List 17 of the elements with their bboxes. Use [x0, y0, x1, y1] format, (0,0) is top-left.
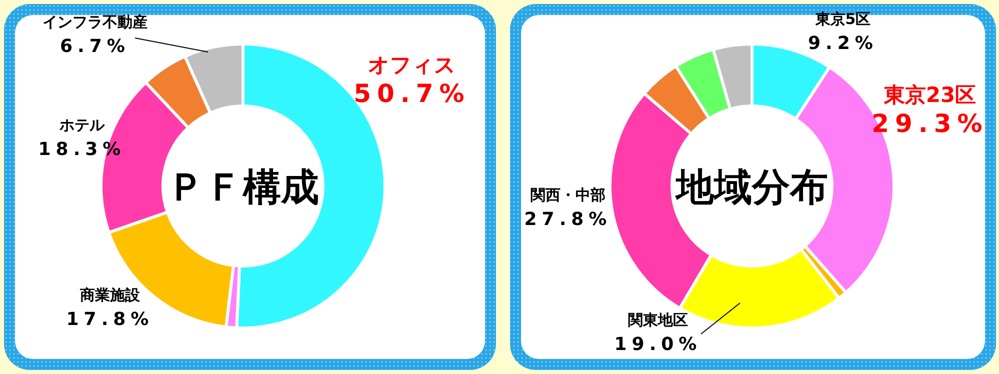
slice-label: オフィス	[368, 53, 456, 77]
slice-label: 東京23区	[882, 83, 976, 107]
slice-label: ホテル	[58, 116, 106, 134]
slice-label: 商業施設	[79, 286, 141, 304]
slice-label: 関東地区	[628, 311, 688, 329]
data-label: 17.8%	[66, 309, 154, 330]
data-label: 6.7%	[60, 36, 130, 57]
data-label: 19.0%	[614, 334, 702, 355]
text: 地域分布	[674, 165, 828, 209]
data-label: 27.8%	[524, 209, 612, 230]
slice-label: 関西・中部	[530, 186, 606, 204]
slice-label: インフラ不動産	[42, 13, 148, 31]
data-label: 29.3%	[872, 109, 988, 138]
data-label: 9.2%	[808, 33, 878, 54]
slice-label: 東京5区	[814, 10, 871, 28]
text: ＰＦ構成	[167, 165, 319, 209]
data-label: 50.7%	[354, 79, 470, 108]
